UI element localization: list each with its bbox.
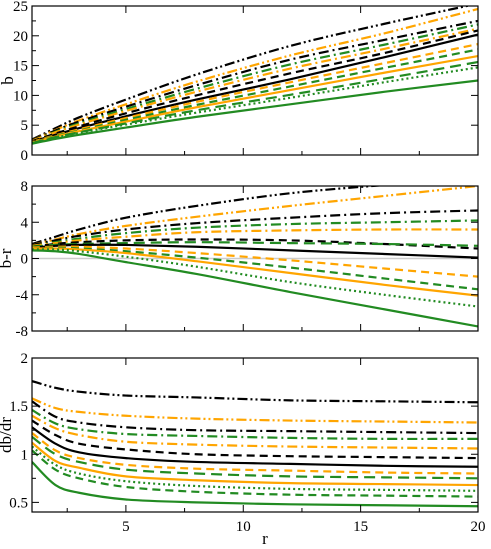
- series-line-2: [32, 7, 478, 142]
- series-line-5: [32, 414, 478, 450]
- y-tick-label: -4: [16, 288, 29, 304]
- series-line-13: [32, 79, 478, 145]
- x-tick-label: 5: [122, 519, 130, 535]
- series-line-11: [32, 60, 478, 145]
- series-line-6: [32, 29, 478, 143]
- series-line-3: [32, 209, 478, 246]
- y-tick-label: 4: [21, 215, 29, 231]
- series-line-8: [32, 432, 478, 475]
- y-axis-label: b: [0, 76, 17, 85]
- y-tick-label: 2: [21, 351, 29, 367]
- y-tick-label: 0: [21, 148, 29, 164]
- series-line-4: [32, 23, 478, 142]
- series-line-3: [32, 19, 478, 142]
- series-line-12: [32, 248, 478, 308]
- series-line-9: [32, 436, 478, 480]
- series-line-11: [32, 445, 478, 492]
- series-line-11: [32, 247, 478, 297]
- series-line-1: [32, 186, 387, 246]
- y-tick-label: 15: [13, 59, 28, 75]
- y-tick-label: 10: [13, 88, 28, 104]
- x-axis-label: r: [262, 529, 268, 548]
- series-line-4: [32, 409, 478, 441]
- panel-1: 0 5 10 15 20 25 b: [0, 0, 479, 164]
- series-line-10: [32, 54, 478, 144]
- series-line-5: [32, 27, 478, 142]
- y-tick-label: 8: [21, 179, 29, 195]
- y-tick-label: 1: [21, 447, 29, 463]
- y-tick-label: -8: [16, 324, 29, 340]
- series-line-12: [32, 449, 478, 498]
- y-tick-label: 1.5: [9, 399, 28, 415]
- series-line-7: [32, 426, 478, 468]
- y-axis-label: b-r: [0, 248, 15, 268]
- x-tick-label: 10: [236, 519, 251, 535]
- series-line-13: [32, 249, 478, 328]
- series-line-6: [32, 419, 478, 460]
- x-tick-label: 20: [471, 519, 486, 535]
- panel-3: 0.5 1 1.5 2 5 10 15 20 db/dr r: [0, 351, 486, 548]
- series-line-2: [32, 397, 478, 424]
- y-tick-label: 0.5: [9, 495, 28, 511]
- y-tick-label: 25: [13, 0, 28, 15]
- series-line-1: [32, 380, 478, 404]
- series-line-10: [32, 441, 478, 487]
- series-line-6: [32, 238, 478, 250]
- y-tick-label: 5: [21, 118, 29, 134]
- panel-2: -8 -4 0 4 8 b-r: [0, 179, 479, 340]
- y-axis-label: db/dr: [0, 417, 15, 453]
- x-tick-label: 15: [353, 519, 368, 535]
- series-line-13: [32, 461, 478, 508]
- y-tick-label: 0: [21, 252, 29, 268]
- y-tick-label: 20: [13, 29, 28, 45]
- series-line-3: [32, 400, 478, 435]
- series-line-1: [32, 6, 473, 141]
- plot-frame: [31, 357, 479, 513]
